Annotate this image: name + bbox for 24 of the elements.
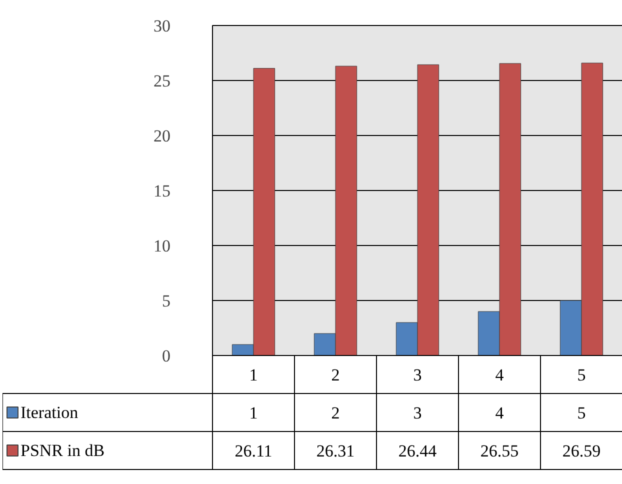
data-label: 4 — [495, 404, 504, 422]
y-tick-label: 5 — [162, 292, 170, 310]
data-label: 3 — [413, 404, 422, 422]
data-label: 26.11 — [234, 442, 272, 460]
data-label: 2 — [331, 404, 340, 422]
y-tick-label: 25 — [154, 72, 170, 90]
y-tick-label: 20 — [154, 126, 170, 146]
legend-label: Iteration — [20, 403, 79, 422]
x-tick-label: 2 — [331, 366, 340, 384]
data-label: 26.55 — [480, 442, 519, 460]
x-tick-label: 1 — [249, 366, 258, 384]
x-tick-label: 4 — [495, 366, 504, 384]
x-tick-label: 5 — [577, 366, 586, 384]
data-label: 1 — [249, 404, 258, 422]
data-label: 5 — [577, 404, 586, 422]
y-tick-label: 10 — [154, 236, 170, 256]
legend-label: PSNR in dB — [20, 441, 105, 460]
data-label: 26.44 — [398, 442, 438, 460]
y-tick-label: 30 — [154, 16, 170, 36]
y-tick-label: 15 — [154, 182, 170, 200]
data-label: 26.59 — [562, 442, 601, 460]
x-tick-label: 3 — [413, 366, 422, 384]
y-tick-label: 0 — [162, 346, 170, 366]
data-label: 26.31 — [316, 442, 355, 460]
